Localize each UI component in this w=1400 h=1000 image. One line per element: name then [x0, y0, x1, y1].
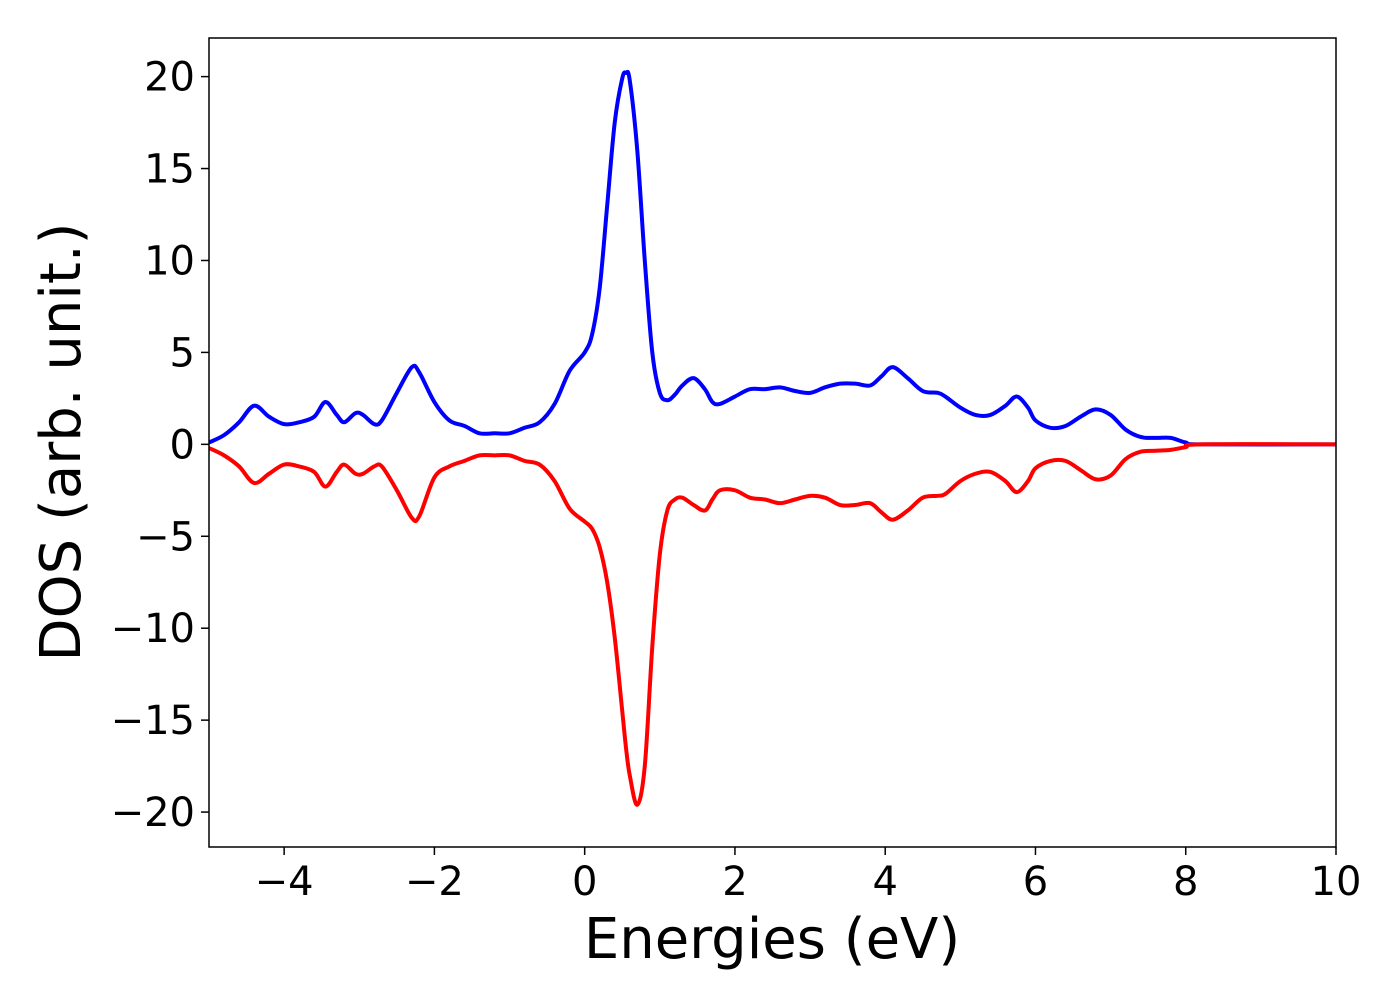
x-axis-label: Energies (eV): [584, 907, 960, 972]
y-tick-label: 5: [170, 330, 195, 376]
line-series: [209, 69, 1336, 447]
x-tick-label: −2: [405, 859, 464, 905]
x-tick-label: 10: [1311, 859, 1362, 905]
plot-frame: [208, 37, 1337, 848]
y-tick-label: 10: [144, 238, 195, 284]
x-tick-label: 2: [722, 859, 747, 905]
y-tick-label: 15: [144, 147, 195, 193]
x-tick-label: −4: [255, 859, 314, 905]
y-tick-label: 0: [170, 422, 195, 468]
x-tick-label: 0: [572, 859, 597, 905]
x-tick-label: 8: [1173, 859, 1198, 905]
y-tick-label: −20: [111, 790, 195, 836]
y-tick-label: −5: [136, 514, 195, 560]
x-tick-label: 6: [1023, 859, 1048, 905]
y-tick-label: −10: [111, 606, 195, 652]
line-series: [209, 442, 1336, 807]
y-tick-label: −15: [111, 698, 195, 744]
y-tick-label: 20: [144, 55, 195, 101]
y-axis-label: DOS (arb. unit.): [29, 222, 94, 661]
x-tick-label: 4: [872, 859, 897, 905]
